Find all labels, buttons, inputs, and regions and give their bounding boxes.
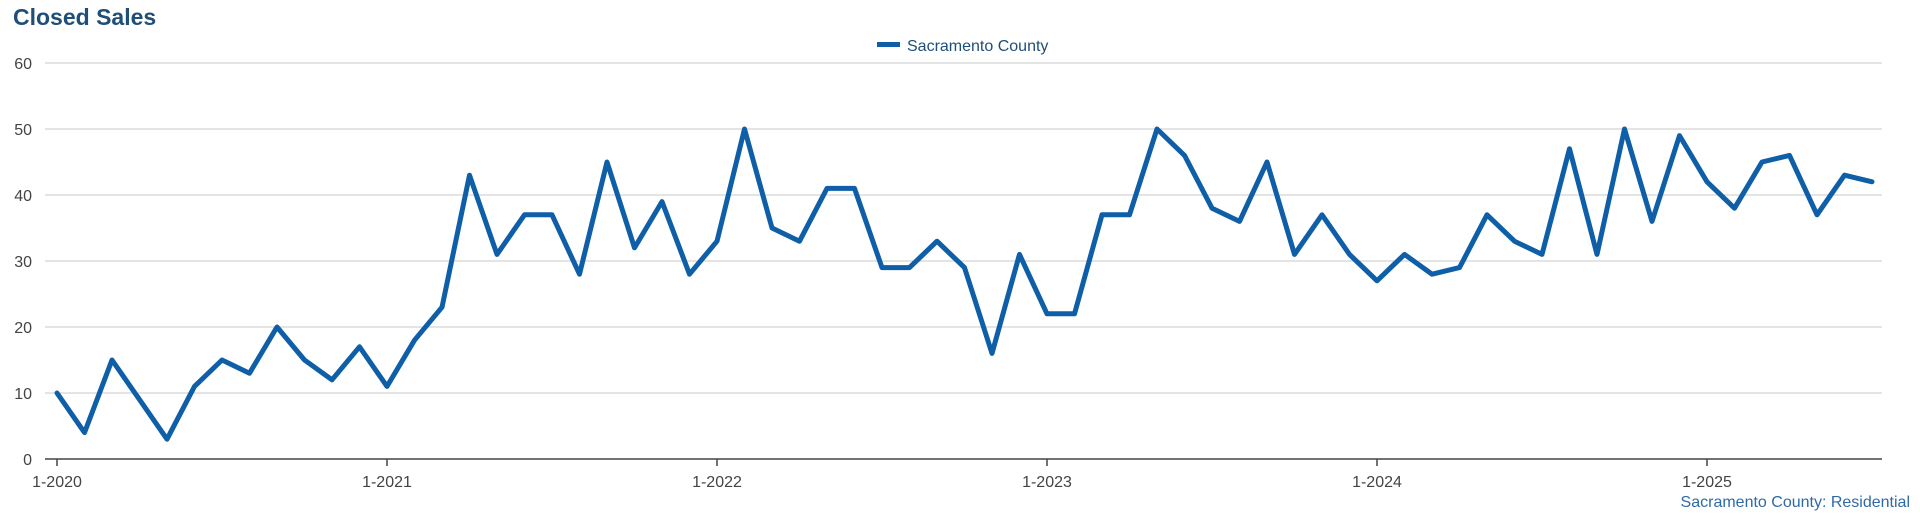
chart-footer: Sacramento County: Residential bbox=[1680, 494, 1910, 511]
y-tick-label: 60 bbox=[14, 56, 32, 73]
x-tick-label: 1-2023 bbox=[1022, 474, 1072, 491]
y-tick-label: 20 bbox=[14, 320, 32, 337]
y-tick-label: 40 bbox=[14, 188, 32, 205]
legend-swatch bbox=[877, 42, 900, 47]
y-tick-label: 30 bbox=[14, 254, 32, 271]
chart-title: Closed Sales bbox=[13, 4, 157, 30]
x-tick-label: 1-2024 bbox=[1352, 474, 1402, 491]
x-tick-label: 1-2022 bbox=[692, 474, 742, 491]
x-tick-label: 1-2021 bbox=[362, 474, 412, 491]
x-tick-label: 1-2020 bbox=[32, 474, 82, 491]
series-line bbox=[54, 126, 1875, 442]
x-tick-label: 1-2025 bbox=[1682, 474, 1732, 491]
legend-label: Sacramento County bbox=[907, 38, 1048, 55]
y-tick-label: 50 bbox=[14, 122, 32, 139]
y-tick-label: 0 bbox=[23, 452, 32, 469]
y-tick-label: 10 bbox=[14, 386, 32, 403]
